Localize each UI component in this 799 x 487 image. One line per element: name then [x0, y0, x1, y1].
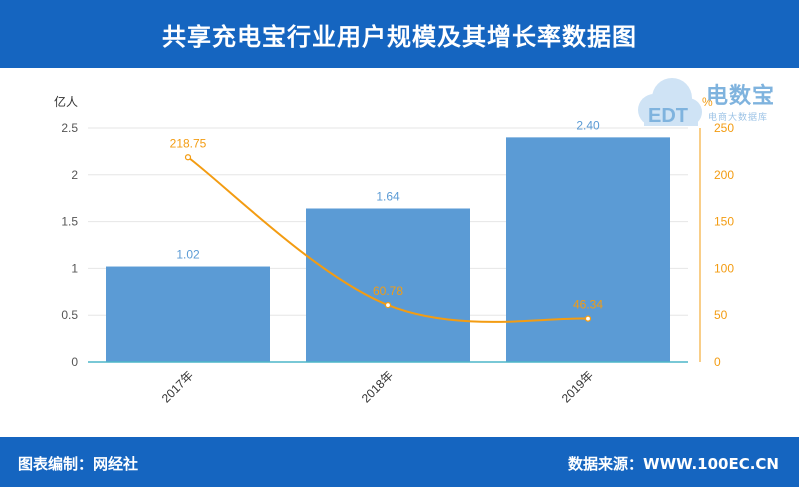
x-tick-label: 2018年 [359, 368, 396, 405]
line-data-label: 46.34 [573, 298, 603, 312]
bar-data-label: 1.64 [376, 189, 400, 203]
y-left-tick-label: 0 [71, 355, 78, 369]
combo-chart: 0 0 0.5 50 1 100 1.5 150 2 200 2.5 250 亿人 % 1.02 1.64 2.… [54, 94, 734, 405]
chart-area: 0 0 0.5 50 1 100 1.5 150 2 200 2.5 250 亿人% 1.02 1.64 2.… [0, 68, 799, 437]
data-source: 数据来源：WWW.100EC.CN [568, 455, 779, 473]
y-left-tick-label: 2.5 [61, 121, 78, 135]
chart-title: 共享充电宝行业用户规模及其增长率数据图 [162, 22, 637, 51]
y-left-tick-label: 1.5 [61, 215, 78, 229]
logo-icon-text: EDT [648, 105, 688, 127]
line-point [384, 302, 392, 309]
x-tick-label: 2019年 [559, 368, 596, 405]
y-right-tick-label: 0 [714, 355, 721, 369]
x-tick-label: 2017年 [159, 368, 196, 405]
chart-credit: 图表编制：网经社 [18, 455, 139, 473]
chart-title-bar: 共享充电宝行业用户规模及其增长率数据图 [0, 0, 799, 68]
chart-footer: 图表编制：网经社 数据来源：WWW.100EC.CN [0, 437, 799, 487]
bar-data-label: 1.02 [176, 248, 200, 262]
y-right-unit: % [702, 95, 713, 109]
y-left-tick-label: 2 [71, 168, 78, 182]
bar [506, 137, 670, 362]
y-right-tick-label: 250 [714, 121, 734, 135]
cloud-logo-icon: EDT [638, 78, 702, 127]
bar [106, 266, 270, 362]
bar-data-label: 2.40 [576, 118, 600, 132]
y-left-tick-label: 0.5 [61, 308, 78, 322]
line-data-label: 218.75 [170, 136, 207, 150]
y-left-tick-label: 1 [71, 261, 78, 275]
bar [306, 208, 470, 362]
y-right-tick-label: 100 [714, 261, 734, 275]
logo-brand: 电数宝 [706, 84, 776, 109]
y-right-tick-label: 200 [714, 168, 734, 182]
line-point [584, 315, 592, 322]
y-left-unit: 亿人 [54, 94, 78, 109]
line-data-label: 60.78 [373, 284, 403, 298]
y-right-tick-label: 50 [714, 308, 728, 322]
y-right-tick-label: 150 [714, 215, 734, 229]
watermark-logo: EDT 电数宝 电商大数据库 [632, 72, 792, 138]
line-point [184, 154, 192, 161]
logo-subtitle: 电商大数据库 [708, 113, 769, 123]
